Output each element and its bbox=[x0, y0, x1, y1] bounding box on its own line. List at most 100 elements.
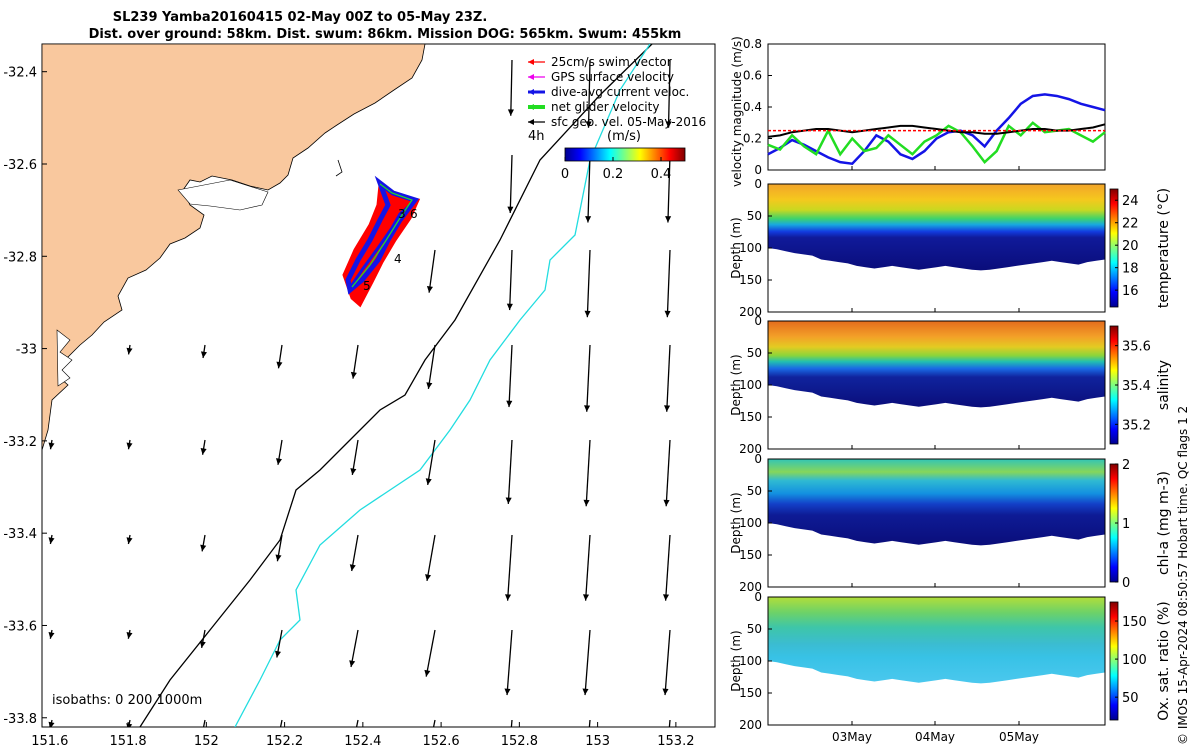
geo-velocity-arrowhead bbox=[48, 442, 55, 450]
temperature-ytick-label: 50 bbox=[747, 209, 762, 223]
track-time-label: 3 bbox=[398, 207, 406, 221]
geo-velocity-arrowhead bbox=[200, 544, 207, 552]
map-ytick-label: -32.8 bbox=[3, 250, 37, 265]
map-colorbar bbox=[564, 147, 686, 162]
geo-velocity-arrowhead bbox=[507, 206, 514, 213]
geo-velocity-arrow bbox=[584, 534, 591, 601]
oxygen-ytick-label: 150 bbox=[739, 686, 762, 700]
legend-swatch-arrowhead bbox=[528, 59, 534, 65]
temperature-colorbar-label: temperature (°C) bbox=[1156, 188, 1172, 308]
geo-velocity-arrow bbox=[667, 154, 671, 223]
salinity-colorbar-label: salinity bbox=[1156, 360, 1172, 410]
salinity-ytick-label: 200 bbox=[739, 442, 762, 456]
figure-title-line1: SL239 Yamba20160415 02-May 00Z to 05-May… bbox=[112, 10, 488, 25]
geo-velocity-arrowhead bbox=[665, 216, 672, 223]
legend-label: GPS surface velocity bbox=[551, 70, 674, 84]
map-ytick-label: -33.8 bbox=[3, 712, 37, 727]
track-time-label: 5 bbox=[363, 279, 371, 293]
map-ytick-label: -33 bbox=[16, 343, 37, 358]
velocity-series-blue bbox=[767, 93, 1106, 166]
geo-velocity-arrowhead bbox=[662, 688, 669, 696]
geo-velocity-arrowhead bbox=[505, 497, 512, 504]
temperature-colorbar bbox=[1109, 188, 1119, 308]
temperature-section-field bbox=[768, 184, 1105, 271]
geo-velocity-arrow bbox=[510, 59, 513, 116]
chlorophyll-panel: 0 50 100 150 200 Depth (m) 2 1 0 chl-a (mg m-3) bbox=[729, 452, 1172, 594]
velocity-ytick-label: 0.6 bbox=[743, 69, 762, 83]
map-ytick-label: -32.6 bbox=[3, 158, 37, 173]
glider-track bbox=[342, 175, 421, 308]
map-xtick-label: 151.8 bbox=[109, 734, 146, 749]
salinity-colorbar-tick-label: 35.6 bbox=[1122, 340, 1151, 355]
legend-swatch-arrowhead bbox=[528, 104, 534, 110]
legend-entry: dive-avg current veloc. bbox=[528, 85, 689, 99]
estuary-outline bbox=[56, 329, 73, 387]
legend-swatch-arrowhead bbox=[528, 74, 534, 80]
geo-velocity-arrowhead bbox=[584, 405, 591, 412]
geo-velocity-arrowhead bbox=[350, 371, 357, 379]
figure-title-line2: Dist. over ground: 58km. Dist. swum: 86k… bbox=[88, 27, 682, 42]
legend-label: sfc geo. vel. 05-May-2016 bbox=[551, 115, 706, 129]
temperature-ylabel: Depth (m) bbox=[729, 217, 743, 278]
geo-velocity-arrowhead bbox=[662, 594, 670, 601]
geo-velocity-arrowhead bbox=[199, 641, 206, 648]
salinity-panel: 0 50 100 150 200 Depth (m) 35.6 35.4 35.2 salinit… bbox=[729, 314, 1172, 456]
geo-velocity-arrow bbox=[507, 439, 513, 504]
map-ytick-label: -33.2 bbox=[3, 435, 37, 450]
salinity-colorbar-tick-label: 35.4 bbox=[1122, 379, 1151, 394]
legend-label: net glider velocity bbox=[551, 100, 659, 114]
geo-velocity-vectors bbox=[48, 59, 672, 727]
isobath-1000m bbox=[139, 44, 653, 727]
track-time-label: 6 bbox=[410, 207, 418, 221]
map-xtick-label: 152.2 bbox=[266, 734, 303, 749]
map-ytick-label: -33.6 bbox=[3, 619, 37, 634]
oxygen-colorbar bbox=[1109, 601, 1119, 721]
chlorophyll-section-field bbox=[768, 459, 1105, 546]
geo-velocity-arrowhead bbox=[664, 405, 671, 412]
time-tick-label: 05May bbox=[999, 730, 1039, 744]
geo-velocity-arrowhead bbox=[274, 650, 281, 658]
geo-velocity-arrow bbox=[664, 629, 671, 696]
salinity-ytick-label: 100 bbox=[739, 378, 762, 392]
geo-velocity-arrowhead bbox=[507, 109, 514, 116]
temperature-colorbar-tick-label: 24 bbox=[1122, 194, 1139, 209]
temperature-colorbar-tick-label: 16 bbox=[1122, 284, 1139, 299]
map-xtick-label: 152 bbox=[194, 734, 219, 749]
geo-velocity-arrowhead bbox=[426, 382, 433, 389]
geo-velocity-arrow bbox=[508, 249, 513, 311]
oxygen-ytick-label: 0 bbox=[754, 590, 762, 604]
velocity-ytick-label: 0.2 bbox=[743, 132, 762, 146]
map-xtick-label: 153.2 bbox=[657, 734, 694, 749]
temperature-ytick-label: 150 bbox=[739, 273, 762, 287]
velocity-magnitude-panel: 0 0.2 0.4 0.6 0.8 velocity magnitude (m/s) bbox=[730, 36, 1106, 187]
legend-entry: GPS surface velocity bbox=[528, 70, 674, 84]
time-axis: 03May 04May 05May bbox=[832, 166, 1039, 744]
chlorophyll-ytick-label: 200 bbox=[739, 580, 762, 594]
geo-velocity-arrow bbox=[428, 249, 436, 293]
geo-velocity-arrow bbox=[665, 439, 671, 507]
geo-velocity-arrow bbox=[506, 534, 513, 601]
temperature-colorbar-tick-label: 18 bbox=[1122, 262, 1139, 277]
map-colorbar-tick-label: 0 bbox=[561, 167, 569, 182]
chlorophyll-ylabel: Depth (m) bbox=[729, 492, 743, 553]
temperature-panel: 0 50 100 150 200 Depth (m) 24 22 20 18 16 temperatu… bbox=[729, 177, 1172, 319]
geo-velocity-arrowhead bbox=[506, 400, 513, 408]
geo-velocity-arrow bbox=[586, 249, 591, 318]
geo-velocity-arrow bbox=[426, 534, 436, 581]
salinity-colorbar-tick-label: 35.2 bbox=[1122, 418, 1151, 433]
temperature-colorbar-tick-label: 20 bbox=[1122, 239, 1139, 254]
map-xtick-label: 152.4 bbox=[344, 734, 381, 749]
oxygen-ytick-label: 50 bbox=[747, 622, 762, 636]
velocity-series-black bbox=[767, 123, 1106, 138]
velocity-series-green bbox=[767, 121, 1106, 164]
legend-interval-label: 4h bbox=[528, 129, 545, 144]
geo-velocity-arrowhead bbox=[276, 361, 283, 369]
geo-velocity-arrowhead bbox=[275, 554, 282, 562]
geo-velocity-arrowhead bbox=[584, 310, 591, 318]
salinity-ylabel: Depth (m) bbox=[729, 354, 743, 415]
oxygen-ytick-label: 200 bbox=[739, 718, 762, 732]
map-xtick-label: 152.8 bbox=[501, 734, 538, 749]
